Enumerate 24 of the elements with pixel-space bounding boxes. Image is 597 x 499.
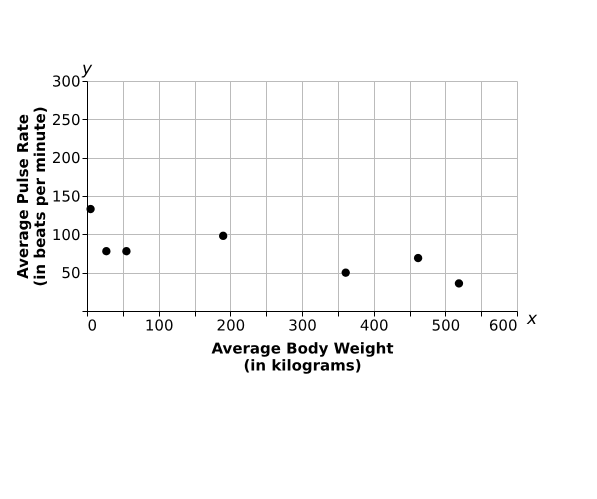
y-axis-title: Average Pulse Rate (in beats per minute) (14, 106, 49, 287)
x-tick-label: 600 (488, 316, 518, 334)
x-tick-label: 200 (216, 316, 246, 334)
y-tick-label: 300 (52, 72, 80, 90)
point (86, 204, 95, 214)
y-tick-label: 150 (52, 188, 80, 206)
x-tick-label: 300 (288, 316, 317, 334)
text: y (80, 59, 93, 79)
point (414, 254, 422, 262)
y-tick-label: 250 (52, 110, 80, 129)
x-tick-label: 100 (144, 316, 174, 334)
point (218, 232, 228, 240)
y-tick-label: 100 (52, 226, 80, 244)
point (102, 247, 111, 256)
point (342, 268, 350, 277)
x-tick-label: 400 (360, 316, 388, 334)
text: x (526, 309, 538, 329)
point (122, 247, 131, 256)
y-tick-label: 50 (61, 264, 80, 282)
x-axis-title: Average Body Weight (in kilograms) (211, 340, 394, 374)
y-tick-label: 200 (52, 149, 80, 168)
x-tick-label: 0 (88, 316, 98, 334)
x-tick-label: 500 (432, 316, 460, 334)
point (454, 279, 464, 288)
